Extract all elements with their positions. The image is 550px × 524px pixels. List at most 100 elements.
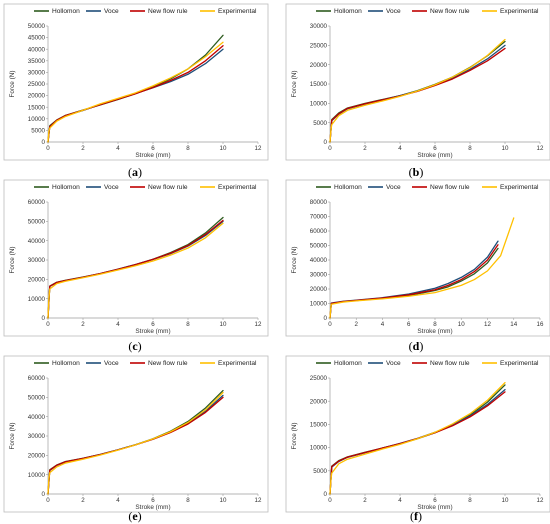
y-tick-label: 0 — [324, 315, 328, 322]
chart-panel: Hollomon Voce New flow rule Experimental 0 50… — [285, 355, 550, 523]
legend-label: New flow rule — [148, 8, 188, 15]
y-tick-label: 30000 — [310, 23, 328, 30]
chart-panel: Hollomon Voce New flow rule Experimental 0 50… — [285, 3, 550, 179]
y-tick-label: 10000 — [28, 116, 46, 123]
y-tick-label: 40000 — [28, 414, 46, 421]
x-tick-label: 2 — [81, 497, 85, 504]
legend-label: Experimental — [218, 360, 257, 367]
x-axis-title: Stroke (mm) — [417, 152, 452, 159]
y-tick-label: 10000 — [310, 100, 328, 107]
y-tick-label: 0 — [324, 491, 328, 498]
x-axis-title: Stroke (mm) — [135, 504, 170, 511]
x-tick-label: 2 — [363, 145, 367, 152]
x-tick-label: 8 — [468, 145, 472, 152]
chart-panel: Hollomon Voce New flow rule Experimental 0 10… — [3, 179, 269, 353]
x-tick-label: 8 — [433, 321, 437, 328]
series-line-experimental — [47, 222, 224, 319]
legend-label: Hollomon — [52, 8, 80, 15]
legend-label: Hollomon — [334, 360, 362, 367]
legend-label: New flow rule — [148, 184, 188, 191]
legend-label: Experimental — [500, 360, 539, 367]
caption-letter: c — [132, 339, 138, 353]
y-tick-label: 30000 — [28, 433, 46, 440]
y-tick-label: 20000 — [310, 398, 328, 405]
y-tick-label: 25000 — [310, 375, 328, 382]
legend-label: Voce — [104, 8, 119, 15]
x-tick-label: 10 — [502, 145, 509, 152]
x-tick-label: 2 — [363, 497, 367, 504]
y-axis-title: Force (N) — [291, 71, 298, 98]
caption-open-paren: ( — [409, 339, 413, 353]
y-tick-label: 50000 — [310, 243, 328, 250]
caption-close-paren: ) — [418, 509, 422, 523]
y-tick-label: 30000 — [310, 272, 328, 279]
y-tick-label: 35000 — [28, 58, 46, 65]
x-tick-label: 12 — [255, 145, 262, 152]
y-tick-label: 20000 — [310, 286, 328, 293]
y-tick-label: 30000 — [28, 70, 46, 77]
panel-caption: (f) — [410, 509, 422, 523]
series-line-experimental — [329, 217, 515, 319]
y-axis-title: Force (N) — [9, 247, 16, 274]
caption-letter: b — [413, 165, 420, 179]
x-tick-label: 4 — [116, 321, 120, 328]
x-tick-label: 0 — [328, 497, 332, 504]
x-tick-label: 10 — [220, 145, 227, 152]
y-tick-label: 30000 — [28, 257, 46, 264]
series-line-experimental — [47, 41, 224, 143]
x-tick-label: 8 — [468, 497, 472, 504]
y-tick-label: 0 — [42, 315, 46, 322]
caption-open-paren: ( — [128, 509, 132, 523]
legend-label: Voce — [386, 184, 401, 191]
y-tick-label: 60000 — [28, 375, 46, 382]
x-tick-label: 4 — [116, 145, 120, 152]
series-line-experimental — [329, 381, 506, 495]
y-tick-label: 40000 — [310, 257, 328, 264]
x-tick-label: 0 — [46, 145, 50, 152]
chart-panel: Hollomon Voce New flow rule Experimental 0 50… — [3, 3, 269, 179]
panel-caption: (d) — [409, 339, 424, 353]
y-tick-label: 60000 — [28, 199, 46, 206]
y-tick-label: 50000 — [28, 394, 46, 401]
x-tick-label: 2 — [81, 145, 85, 152]
y-tick-label: 5000 — [313, 468, 327, 475]
x-axis-title: Stroke (mm) — [135, 328, 170, 335]
caption-letter: f — [414, 509, 419, 523]
y-tick-label: 15000 — [310, 81, 328, 88]
legend-label: Hollomon — [52, 184, 80, 191]
y-tick-label: 0 — [42, 139, 46, 146]
y-tick-label: 10000 — [28, 296, 46, 303]
series-line-new-flow-rule — [47, 45, 224, 143]
legend-label: Experimental — [218, 8, 257, 15]
x-axis-title: Stroke (mm) — [417, 328, 452, 335]
caption-open-paren: ( — [128, 165, 132, 179]
y-axis-title: Force (N) — [291, 247, 298, 274]
x-tick-label: 10 — [220, 321, 227, 328]
series-line-experimental — [47, 391, 224, 495]
caption-open-paren: ( — [128, 339, 132, 353]
y-tick-label: 70000 — [310, 214, 328, 221]
x-tick-label: 8 — [186, 321, 190, 328]
x-tick-label: 8 — [186, 145, 190, 152]
series-line-new-flow-rule — [329, 391, 506, 495]
caption-letter: e — [132, 509, 138, 523]
x-tick-label: 4 — [116, 497, 120, 504]
y-tick-label: 40000 — [28, 238, 46, 245]
legend-label: Voce — [386, 360, 401, 367]
legend-label: Experimental — [218, 184, 257, 191]
y-tick-label: 80000 — [310, 199, 328, 206]
y-tick-label: 20000 — [28, 276, 46, 283]
caption-close-paren: ) — [138, 509, 142, 523]
x-tick-label: 6 — [433, 497, 437, 504]
caption-open-paren: ( — [410, 509, 414, 523]
y-tick-label: 10000 — [310, 301, 328, 308]
legend-label: Experimental — [500, 184, 539, 191]
y-tick-label: 20000 — [28, 93, 46, 100]
caption-close-paren: ) — [138, 339, 142, 353]
x-tick-label: 12 — [255, 321, 262, 328]
x-tick-label: 4 — [398, 497, 402, 504]
y-axis-title: Force (N) — [291, 423, 298, 450]
y-tick-label: 10000 — [28, 472, 46, 479]
x-tick-label: 12 — [484, 321, 491, 328]
